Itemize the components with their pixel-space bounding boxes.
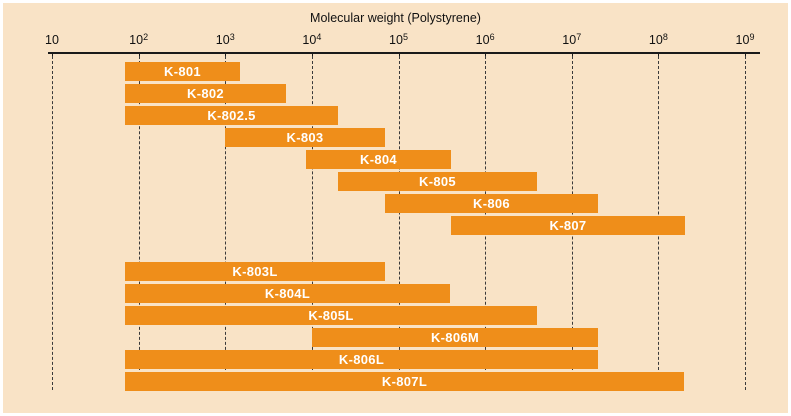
x-tick-label: 104	[302, 32, 322, 48]
bar-label: K-804	[360, 152, 397, 167]
x-tick-label: 107	[562, 32, 582, 48]
range-bar-k-807: K-807	[451, 216, 685, 235]
gridline	[745, 56, 746, 390]
gridline	[225, 56, 227, 390]
range-bar-k-806: K-806	[385, 194, 598, 213]
x-tick-label: 106	[475, 32, 495, 48]
x-tick-label: 109	[735, 32, 755, 48]
x-tick-label: 102	[129, 32, 149, 48]
x-tick-label: 103	[215, 32, 235, 48]
bar-label: K-807L	[381, 374, 428, 389]
bar-label: K-802.5	[207, 108, 256, 123]
x-tick-label: 108	[648, 32, 668, 48]
x-tick-label: 105	[389, 32, 408, 48]
range-bar-k-803: K-803	[225, 128, 385, 147]
range-bar-k-806m: K-806M	[312, 328, 598, 347]
range-bar-k-801: K-801	[125, 62, 240, 81]
gridline	[138, 56, 140, 390]
bar-label: K-801	[164, 64, 201, 79]
range-bar-k-805l: K-805L	[125, 306, 537, 325]
bar-label: K-806	[473, 196, 510, 211]
gridline	[311, 56, 313, 390]
range-bar-k-804l: K-804L	[125, 284, 450, 303]
x-tick-label: 10	[45, 33, 59, 47]
bar-label: K-806M	[430, 330, 480, 345]
bar-label: K-803L	[232, 264, 278, 279]
bar-label: K-806L	[338, 352, 385, 367]
x-axis-line	[48, 52, 760, 54]
range-bar-k-807l: K-807L	[125, 372, 684, 391]
chart-title: Molecular weight (Polystyrene)	[310, 11, 481, 25]
bar-label: K-802	[187, 86, 224, 101]
range-bar-k-804: K-804	[306, 150, 451, 169]
range-bar-k-805: K-805	[338, 172, 537, 191]
range-bar-k-802: K-802	[125, 84, 286, 103]
range-bar-k-802.5: K-802.5	[125, 106, 338, 125]
gridline	[398, 56, 400, 390]
gridline	[52, 56, 53, 390]
range-bar-k-803l: K-803L	[125, 262, 385, 281]
bar-label: K-805L	[308, 308, 354, 323]
bar-label: K-804L	[264, 286, 311, 301]
range-bar-k-806l: K-806L	[125, 350, 598, 369]
bar-label: K-805	[419, 174, 456, 189]
bar-label: K-807	[549, 218, 587, 233]
bar-label: K-803	[286, 130, 324, 145]
